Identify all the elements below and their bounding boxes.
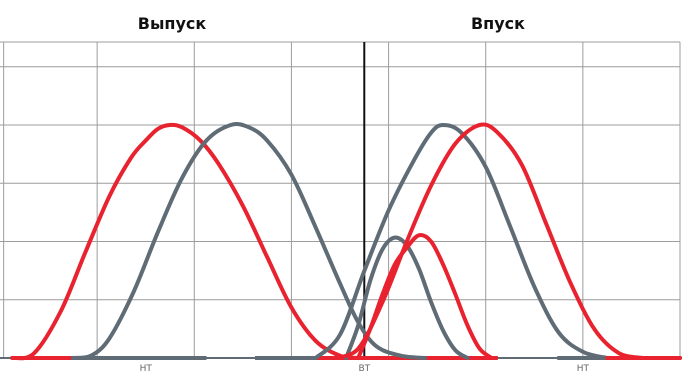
series-line-4	[313, 123, 610, 360]
series-line-0	[10, 122, 361, 361]
tick-label-0: НТ	[140, 364, 153, 374]
tick-label-2: НТ	[577, 364, 590, 374]
tick-label-1: ВТ	[358, 364, 370, 374]
right-chart-title: Впуск	[471, 14, 525, 33]
series-line-1	[70, 122, 427, 360]
tick-labels: НТ ВТ НТ	[140, 364, 590, 374]
left-chart-title: Выпуск	[138, 14, 207, 33]
series-group	[10, 122, 682, 361]
grid	[0, 41, 681, 359]
series-line-5	[331, 122, 646, 360]
series-line-3	[356, 233, 494, 360]
